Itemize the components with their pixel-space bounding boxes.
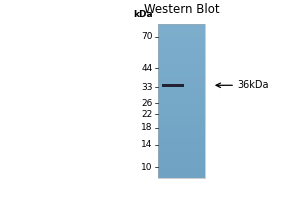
Bar <box>158 89 205 91</box>
Bar <box>158 168 205 170</box>
Bar <box>158 170 205 172</box>
Bar <box>158 61 205 62</box>
Bar <box>158 82 205 84</box>
Bar <box>158 91 205 93</box>
Bar <box>158 105 205 107</box>
Bar <box>158 124 205 126</box>
Bar <box>158 149 205 151</box>
Bar <box>158 116 205 118</box>
Bar <box>158 57 205 59</box>
Bar <box>158 165 205 166</box>
Bar <box>158 174 205 176</box>
Bar <box>158 172 205 174</box>
Bar <box>158 95 205 97</box>
Bar <box>158 41 205 43</box>
Bar <box>162 84 184 87</box>
Bar <box>158 51 205 53</box>
Text: 33: 33 <box>141 83 153 92</box>
Bar <box>158 155 205 157</box>
Text: 26: 26 <box>141 99 153 108</box>
Bar <box>158 76 205 78</box>
Bar <box>158 134 205 136</box>
Bar <box>158 88 205 89</box>
Bar <box>158 74 205 76</box>
Bar <box>158 84 205 86</box>
Bar <box>158 45 205 47</box>
Bar <box>158 37 205 39</box>
Bar <box>158 128 205 130</box>
Bar <box>158 157 205 159</box>
Text: 44: 44 <box>141 64 153 73</box>
Text: kDa: kDa <box>133 10 153 19</box>
Bar <box>158 166 205 168</box>
Bar <box>158 136 205 138</box>
Bar <box>158 53 205 55</box>
Bar <box>158 97 205 99</box>
Bar <box>158 39 205 41</box>
Bar <box>158 64 205 66</box>
Bar <box>158 145 205 147</box>
Bar <box>158 34 205 36</box>
Text: Western Blot: Western Blot <box>144 3 220 16</box>
Text: 18: 18 <box>141 123 153 132</box>
Bar <box>158 114 205 116</box>
Bar <box>158 86 205 88</box>
Bar <box>158 118 205 120</box>
Bar <box>158 109 205 111</box>
Bar <box>158 143 205 145</box>
Bar <box>158 72 205 74</box>
Bar <box>158 26 205 28</box>
Bar <box>158 80 205 82</box>
Text: 10: 10 <box>141 163 153 172</box>
Bar <box>158 163 205 165</box>
Bar <box>158 68 205 70</box>
Bar <box>158 141 205 143</box>
Bar <box>158 24 205 178</box>
Bar <box>158 43 205 45</box>
Bar <box>158 153 205 155</box>
Bar <box>158 122 205 124</box>
Bar <box>158 120 205 122</box>
Bar <box>158 130 205 132</box>
Bar <box>158 107 205 109</box>
Bar <box>158 138 205 140</box>
Bar <box>158 126 205 128</box>
Bar <box>158 78 205 80</box>
Bar <box>158 99 205 101</box>
Bar <box>158 93 205 95</box>
Bar <box>158 70 205 72</box>
Bar <box>158 49 205 51</box>
Bar <box>158 161 205 163</box>
Bar <box>158 59 205 61</box>
Text: 22: 22 <box>141 110 153 119</box>
Bar <box>158 140 205 141</box>
Bar <box>158 159 205 161</box>
Bar <box>158 176 205 178</box>
Bar <box>158 63 205 64</box>
Text: 14: 14 <box>141 140 153 149</box>
Text: 70: 70 <box>141 32 153 41</box>
Text: 36kDa: 36kDa <box>238 80 269 90</box>
Bar <box>158 132 205 134</box>
Bar <box>158 28 205 30</box>
Bar <box>158 30 205 32</box>
Bar <box>158 47 205 49</box>
Bar <box>158 147 205 149</box>
Bar <box>158 32 205 34</box>
Bar <box>158 66 205 68</box>
Bar <box>158 113 205 114</box>
Bar <box>158 24 205 26</box>
Bar <box>158 151 205 153</box>
Bar <box>158 103 205 105</box>
Bar <box>158 111 205 113</box>
Bar <box>158 101 205 103</box>
Bar <box>158 36 205 37</box>
Bar <box>158 55 205 57</box>
